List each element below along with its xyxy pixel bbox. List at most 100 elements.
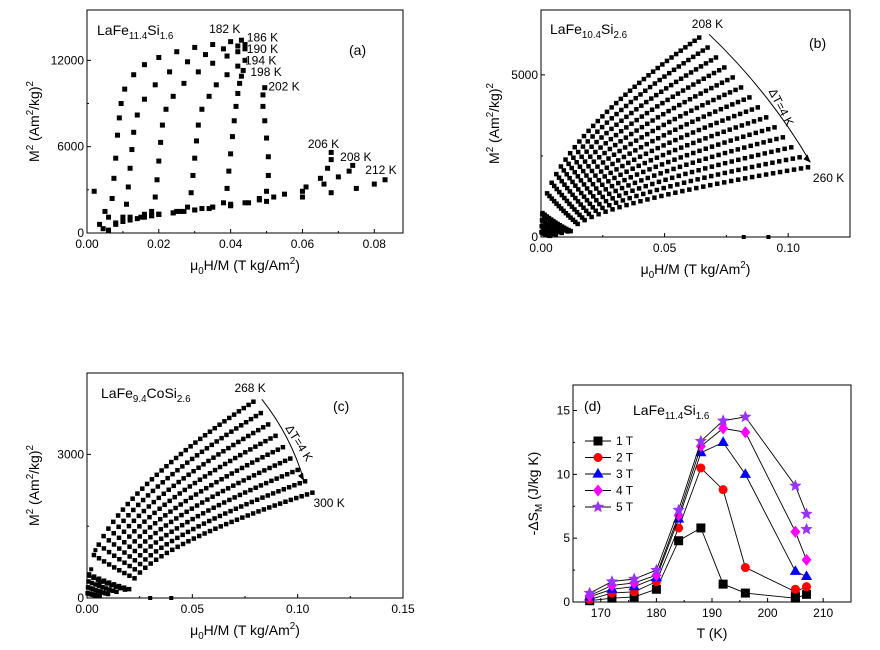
data-point xyxy=(603,209,608,214)
data-point xyxy=(288,456,293,461)
data-point xyxy=(131,129,137,135)
data-point xyxy=(593,173,598,178)
x-tick-label: 180 xyxy=(646,606,666,620)
data-point xyxy=(238,73,244,79)
data-point xyxy=(177,491,182,496)
data-point xyxy=(100,590,106,595)
x-axis-label-part: μ xyxy=(641,261,649,277)
data-point xyxy=(634,193,639,199)
data-point xyxy=(586,211,592,217)
y-axis-label-part: (J/kg K) xyxy=(525,452,541,504)
data-point xyxy=(201,521,207,526)
data-point xyxy=(304,492,310,497)
data-point xyxy=(774,136,779,142)
data-point xyxy=(567,175,572,181)
data-point xyxy=(632,180,638,186)
data-point xyxy=(240,515,245,520)
data-point xyxy=(96,556,102,561)
data-point xyxy=(708,173,714,179)
data-point xyxy=(631,157,637,162)
data-point xyxy=(102,208,108,214)
data-point xyxy=(630,188,635,193)
data-point xyxy=(235,49,241,55)
data-point xyxy=(265,452,270,457)
data-point xyxy=(673,51,679,57)
data-point xyxy=(149,213,155,219)
data-point xyxy=(120,218,126,224)
data-point xyxy=(202,531,207,536)
data-point xyxy=(204,446,210,451)
data-point xyxy=(637,154,643,159)
data-point xyxy=(166,487,171,492)
data-point xyxy=(627,151,632,156)
data-point xyxy=(614,111,619,117)
data-point xyxy=(618,128,624,134)
data-point xyxy=(735,147,741,152)
data-point xyxy=(790,525,801,538)
data-point xyxy=(111,519,116,525)
data-point xyxy=(724,104,729,110)
data-point xyxy=(267,465,272,471)
data-point xyxy=(602,150,607,156)
data-point xyxy=(567,189,573,194)
data-point xyxy=(703,146,709,151)
legend-marker xyxy=(593,453,603,462)
data-point xyxy=(97,581,102,586)
data-point xyxy=(644,131,650,137)
x-axis-label-part: 2 xyxy=(290,621,295,632)
data-point xyxy=(579,154,584,160)
data-point xyxy=(591,159,597,164)
series-182K xyxy=(100,37,244,232)
data-point xyxy=(103,591,108,596)
data-point xyxy=(109,195,115,201)
data-point xyxy=(672,116,678,122)
data-point xyxy=(573,219,578,225)
data-point xyxy=(627,88,633,93)
data-point xyxy=(295,467,300,473)
data-point xyxy=(725,77,730,83)
data-point xyxy=(564,198,570,204)
data-point xyxy=(152,194,158,200)
panel-b: 0.00 0.05 0.10 0 5000 208 K 260 K ΔT=4 K LaFe10.… xyxy=(485,9,851,281)
data-point xyxy=(242,200,248,206)
data-point xyxy=(321,181,327,187)
x-tick-label: 0.04 xyxy=(219,237,243,251)
data-point xyxy=(113,584,119,589)
data-point xyxy=(716,142,721,147)
data-point xyxy=(681,180,687,185)
data-point xyxy=(694,434,707,447)
data-point xyxy=(194,503,200,508)
data-point xyxy=(229,429,234,434)
data-point xyxy=(600,114,605,119)
series-248K xyxy=(545,135,786,238)
series-212K xyxy=(156,177,388,217)
x-tick-label: 200 xyxy=(758,606,778,620)
data-point xyxy=(671,105,677,111)
data-point xyxy=(563,210,569,216)
y-axis-label-part: 2 xyxy=(25,110,36,115)
data-point xyxy=(600,182,605,188)
panel-title-part: Si xyxy=(683,402,695,418)
data-point xyxy=(113,155,119,161)
data-point xyxy=(127,563,132,569)
data-point xyxy=(189,456,195,462)
data-point xyxy=(141,62,147,68)
data-point xyxy=(178,502,183,507)
data-point xyxy=(742,155,748,161)
data-point xyxy=(756,173,762,179)
data-point xyxy=(802,589,812,599)
data-point xyxy=(192,480,198,486)
panel-d: 170 180 190 200 210 0 5 10 15 1 T 2 T 3 T 4 T 5 T (d) L… xyxy=(525,384,852,641)
data-point xyxy=(617,204,622,210)
x-axis-label: T (K) xyxy=(697,625,728,641)
data-point xyxy=(721,180,727,185)
data-point xyxy=(596,177,602,183)
data-point xyxy=(623,135,629,140)
data-point xyxy=(549,196,555,201)
data-point xyxy=(122,86,128,92)
data-point xyxy=(163,513,168,518)
x-axis-label-part: μ xyxy=(190,622,198,638)
series-260K xyxy=(547,165,811,239)
data-point xyxy=(610,196,615,201)
data-point xyxy=(716,68,722,73)
